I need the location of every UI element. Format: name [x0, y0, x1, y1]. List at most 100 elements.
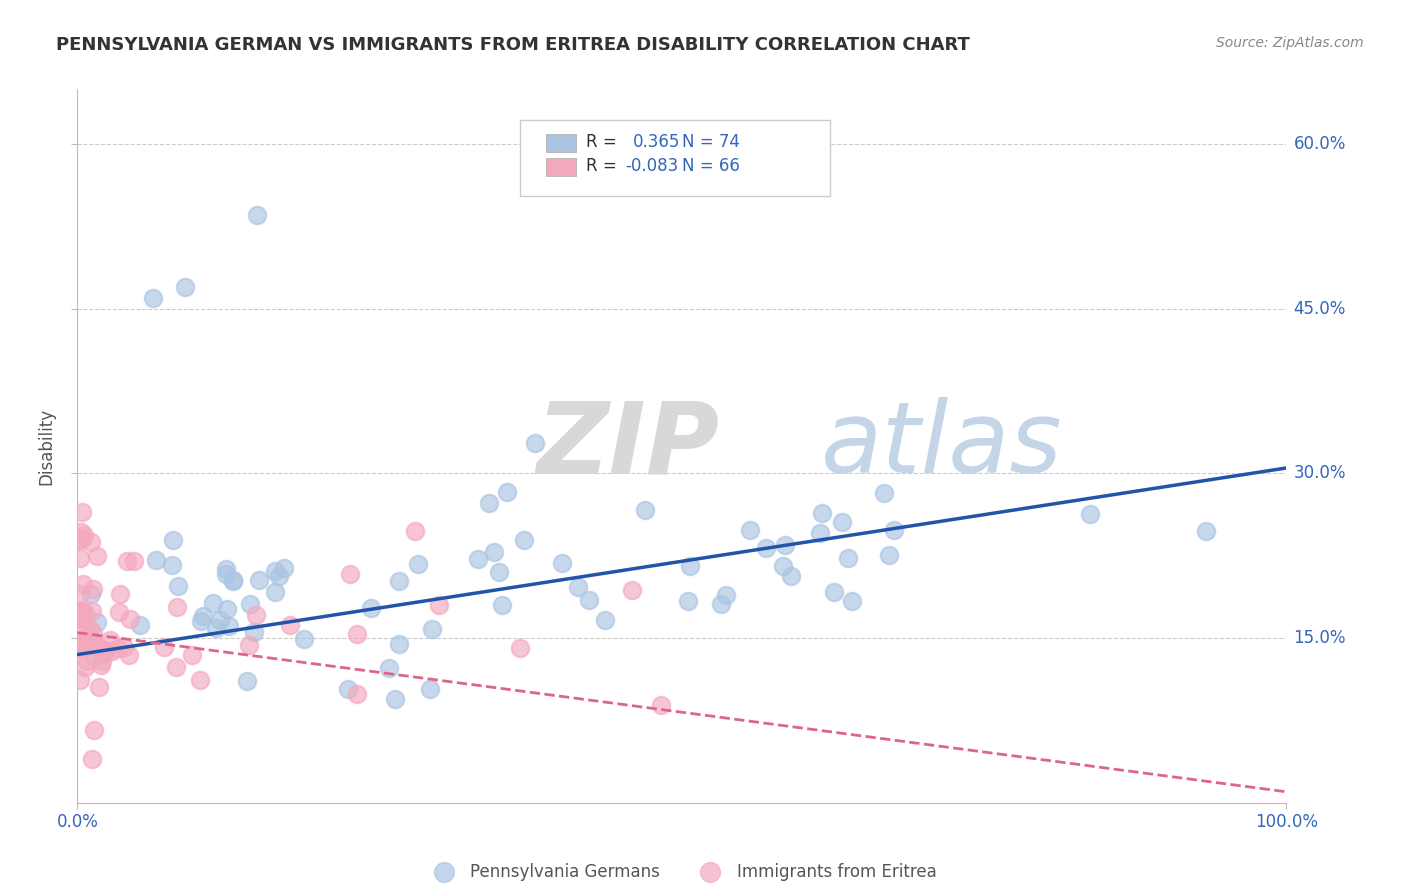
Point [69, 524, 91, 539]
Point [80, 632, 103, 647]
Point [873, 485, 896, 500]
Point [90, 658, 112, 673]
Point [162, 533, 184, 547]
Point [676, 593, 699, 607]
Point [174, 280, 197, 294]
Point [837, 551, 859, 566]
Point [524, 436, 547, 450]
Point [142, 291, 165, 305]
Point [738, 523, 761, 537]
Point [811, 506, 834, 520]
Point [339, 567, 361, 582]
Point [243, 625, 266, 640]
Point [145, 553, 167, 567]
Point [205, 621, 228, 635]
Point [115, 554, 138, 568]
Point [67, 624, 90, 639]
Point [1195, 524, 1218, 538]
Point [427, 599, 450, 613]
Point [420, 622, 443, 636]
Point [360, 601, 382, 615]
Point [166, 599, 188, 614]
Point [218, 619, 240, 633]
Text: 30.0%: 30.0% [1294, 465, 1346, 483]
Point [215, 566, 238, 581]
Point [273, 560, 295, 574]
Point [650, 698, 672, 712]
Point [79, 622, 101, 636]
Point [246, 209, 269, 223]
Point [193, 608, 215, 623]
Point [208, 613, 231, 627]
Point [578, 592, 600, 607]
Point [404, 524, 426, 538]
Point [73, 527, 96, 541]
Point [98, 633, 121, 648]
Point [83, 723, 105, 738]
Point [108, 587, 131, 601]
Point [73, 636, 96, 650]
Point [76, 654, 98, 668]
Point [72, 612, 94, 626]
Text: atlas: atlas [821, 398, 1063, 494]
Point [1078, 507, 1101, 521]
Point [80, 752, 103, 766]
Point [419, 682, 441, 697]
Point [83, 650, 105, 665]
Point [823, 584, 845, 599]
Point [108, 605, 131, 619]
Point [883, 524, 905, 538]
Point [336, 681, 359, 696]
Point [94, 646, 117, 660]
Point [167, 579, 190, 593]
Point [387, 637, 409, 651]
Point [478, 496, 501, 510]
Point [679, 558, 702, 573]
Point [384, 692, 406, 706]
Point [710, 597, 733, 611]
Point [90, 654, 112, 668]
Point [160, 558, 183, 572]
Point [67, 533, 90, 548]
Point [267, 569, 290, 583]
Point [89, 642, 111, 657]
Text: Source: ZipAtlas.com: Source: ZipAtlas.com [1216, 36, 1364, 50]
Point [245, 607, 267, 622]
Text: ZIP: ZIP [537, 398, 720, 494]
Point [67, 612, 90, 626]
Point [94, 643, 117, 657]
Point [69, 673, 91, 687]
Text: N = 66: N = 66 [682, 157, 740, 175]
Point [491, 598, 513, 612]
Point [190, 614, 212, 628]
Point [217, 601, 239, 615]
Point [772, 559, 794, 574]
Point [831, 516, 853, 530]
Point [239, 597, 262, 611]
Point [153, 640, 176, 655]
Point [70, 505, 93, 519]
Point [128, 618, 150, 632]
Point [593, 613, 616, 627]
Text: PENNSYLVANIA GERMAN VS IMMIGRANTS FROM ERITREA DISABILITY CORRELATION CHART: PENNSYLVANIA GERMAN VS IMMIGRANTS FROM E… [56, 36, 970, 54]
Point [69, 551, 91, 566]
Point [488, 565, 510, 579]
Point [70, 602, 93, 616]
Point [346, 626, 368, 640]
Point [67, 636, 90, 650]
Point [80, 534, 103, 549]
Point [841, 594, 863, 608]
Point [107, 640, 129, 655]
Point [69, 587, 91, 601]
Point [292, 632, 315, 647]
Point [202, 596, 225, 610]
Point [86, 615, 108, 629]
Point [67, 607, 90, 621]
Point [215, 561, 238, 575]
Text: 45.0%: 45.0% [1294, 300, 1346, 318]
Point [513, 533, 536, 548]
Text: R =: R = [586, 133, 617, 151]
Point [79, 587, 101, 601]
Point [86, 638, 108, 652]
Point [82, 626, 104, 640]
